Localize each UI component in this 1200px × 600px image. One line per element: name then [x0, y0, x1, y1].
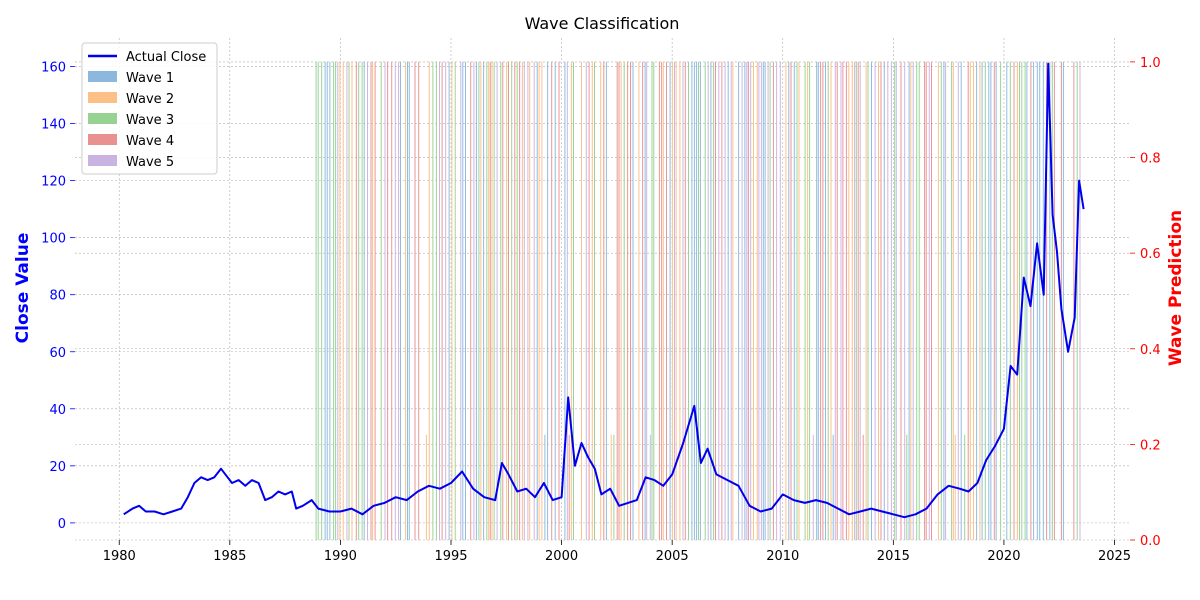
legend-label-wave: Wave 3 [126, 113, 174, 128]
legend-label-wave: Wave 5 [126, 155, 174, 170]
actual-close-line [123, 62, 1085, 519]
y-left-tick-label: 140 [41, 118, 66, 133]
y-left-tick-label: 80 [49, 289, 66, 304]
y-right-tick-label: 0.8 [1140, 152, 1161, 167]
y-axis-left-label: Close Value [13, 233, 33, 344]
y-left-tick-label: 120 [41, 175, 66, 190]
y-right-tick-label: 0.0 [1140, 534, 1161, 549]
x-tick-label: 2000 [545, 549, 578, 564]
wave-bars [315, 61, 1081, 540]
legend-label-wave: Wave 4 [126, 134, 174, 149]
axes: 1980 1985 1990 1995 2000 2005 2010 2015 2020 2025… [41, 56, 1161, 564]
x-tick-label: 2015 [877, 549, 910, 564]
legend-swatch-wave [88, 134, 117, 145]
y-right-tick-label: 0.2 [1140, 438, 1161, 453]
y-right-tick-label: 1.0 [1140, 56, 1161, 71]
y-left-tick-label: 160 [41, 61, 66, 76]
actual-close-line-group [123, 62, 1085, 519]
x-tick-label: 2020 [987, 549, 1020, 564]
y-axis-right-label: Wave Prediction [1166, 210, 1186, 366]
x-tick-label: 1995 [434, 549, 467, 564]
x-tick-label: 1985 [213, 549, 246, 564]
chart-title: Wave Classification [525, 14, 680, 33]
y-left-tick-label: 100 [41, 232, 66, 247]
legend-swatch-wave [88, 92, 117, 103]
grid [75, 38, 1130, 541]
x-tick-label: 2005 [656, 549, 689, 564]
legend: Actual Close Wave 1 Wave 2 Wave 3 Wave 4 Wave… [81, 42, 218, 175]
y-left-tick-label: 40 [49, 403, 66, 418]
y-left-tick-label: 0 [58, 517, 66, 532]
legend-label-wave: Wave 1 [126, 71, 174, 86]
y-right-tick-label: 0.6 [1140, 247, 1161, 262]
x-tick-label: 1990 [324, 549, 357, 564]
legend-swatch-wave [88, 155, 117, 166]
x-tick-label: 2010 [766, 549, 799, 564]
y-left-tick-label: 60 [49, 346, 66, 361]
y-right-tick-label: 0.4 [1140, 343, 1161, 358]
legend-label-wave: Wave 2 [126, 92, 174, 107]
legend-swatch-wave [88, 71, 117, 82]
x-tick-label: 2025 [1098, 549, 1131, 564]
legend-label-actual-close: Actual Close [126, 50, 206, 65]
y-left-tick-label: 20 [49, 460, 66, 475]
legend-swatch-wave [88, 113, 117, 124]
x-tick-label: 1980 [103, 549, 136, 564]
